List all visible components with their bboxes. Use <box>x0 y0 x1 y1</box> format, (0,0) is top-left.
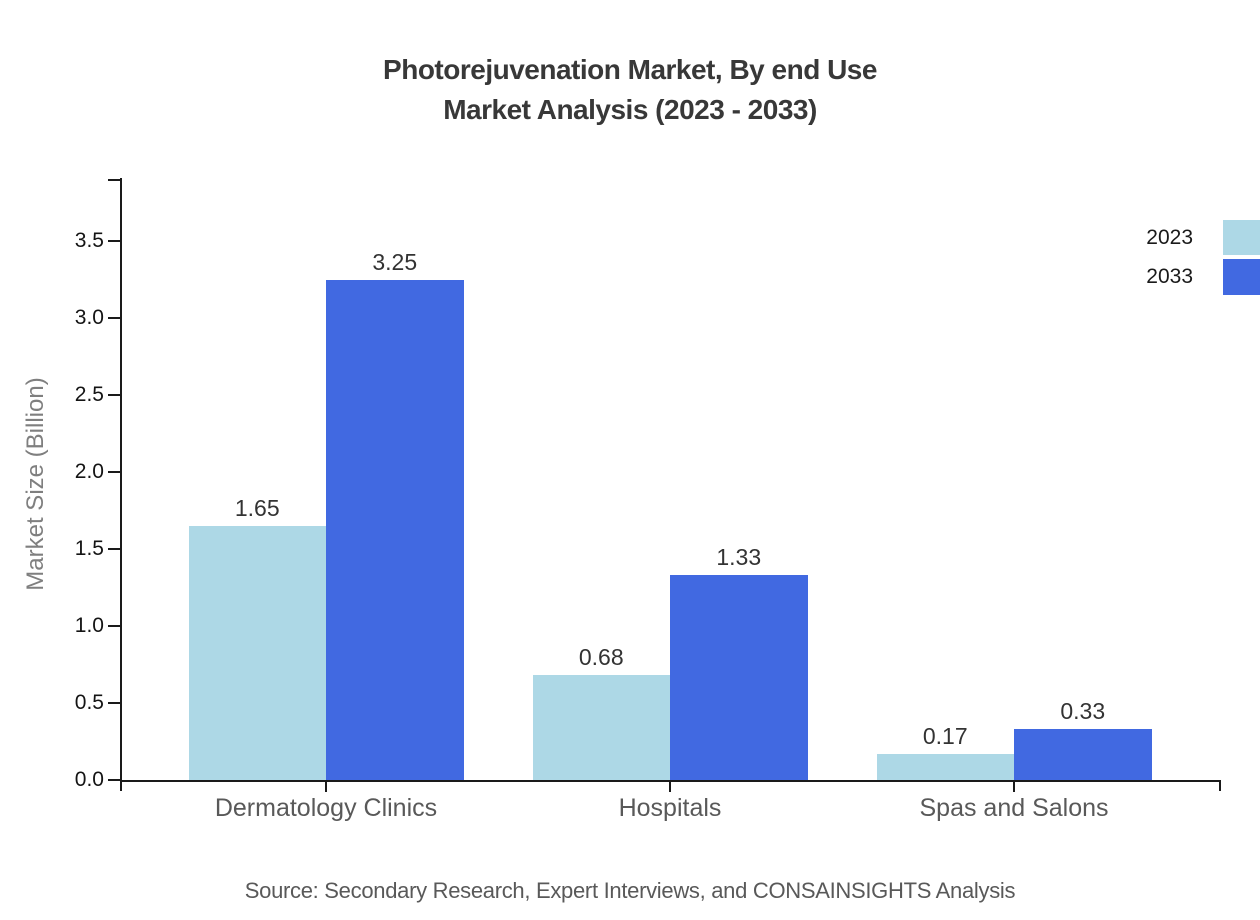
bar-2033 <box>670 575 808 780</box>
chart-title-line1: Photorejuvenation Market, By end Use <box>383 54 877 85</box>
chart-title-line2: Market Analysis (2023 - 2033) <box>443 94 817 125</box>
source-text: Source: Secondary Research, Expert Inter… <box>244 878 1016 903</box>
bar-2023 <box>876 753 1014 780</box>
legend-swatch-2033 <box>1223 259 1260 295</box>
y-tick-label: 2.0 <box>74 460 104 483</box>
y-tick <box>108 471 121 473</box>
y-tick-label: 1.5 <box>74 537 104 560</box>
y-tick <box>108 317 121 319</box>
y-tick-label: 0.5 <box>74 691 104 714</box>
y-tick-label: 3.5 <box>74 229 104 252</box>
y-tick <box>108 548 121 550</box>
y-tick-label: 2.5 <box>74 383 104 406</box>
y-axis-line <box>120 178 122 791</box>
y-tick-label: 1.0 <box>74 614 104 637</box>
bar-2033 <box>326 279 464 780</box>
x-category-label: Dermatology Clinics <box>214 794 438 822</box>
bar-2023 <box>188 525 326 780</box>
y-tick <box>108 394 121 396</box>
y-tick <box>108 702 121 704</box>
bar-2033 <box>1014 729 1152 780</box>
x-axis-line <box>121 780 1221 782</box>
chart-title: Photorejuvenation Market, By end Use Mar… <box>0 50 1260 130</box>
y-tick <box>108 625 121 627</box>
bar-value-label: 1.33 <box>716 544 762 571</box>
x-tick <box>669 780 671 792</box>
bar-value-label: 0.33 <box>1060 698 1106 725</box>
legend-swatch-2023 <box>1223 220 1260 255</box>
y-axis-top-tick <box>108 179 121 181</box>
y-tick-label: 0.0 <box>74 768 104 791</box>
x-tick <box>1013 780 1015 792</box>
legend-label-2033: 2033 <box>1146 265 1193 288</box>
x-category-label: Spas and Salons <box>919 794 1109 822</box>
y-tick <box>108 240 121 242</box>
y-tick-label: 3.0 <box>74 306 104 329</box>
bar-value-label: 0.17 <box>922 722 968 749</box>
y-tick <box>108 779 121 781</box>
bar-value-label: 3.25 <box>372 248 418 275</box>
x-tick <box>325 780 327 792</box>
bar-2023 <box>532 675 670 780</box>
bar-value-label: 1.65 <box>234 494 280 521</box>
bar-value-label: 0.68 <box>578 644 624 671</box>
x-category-label: Hospitals <box>618 794 722 822</box>
legend-label-2023: 2023 <box>1146 226 1193 249</box>
x-axis-end-tick <box>1219 780 1221 791</box>
